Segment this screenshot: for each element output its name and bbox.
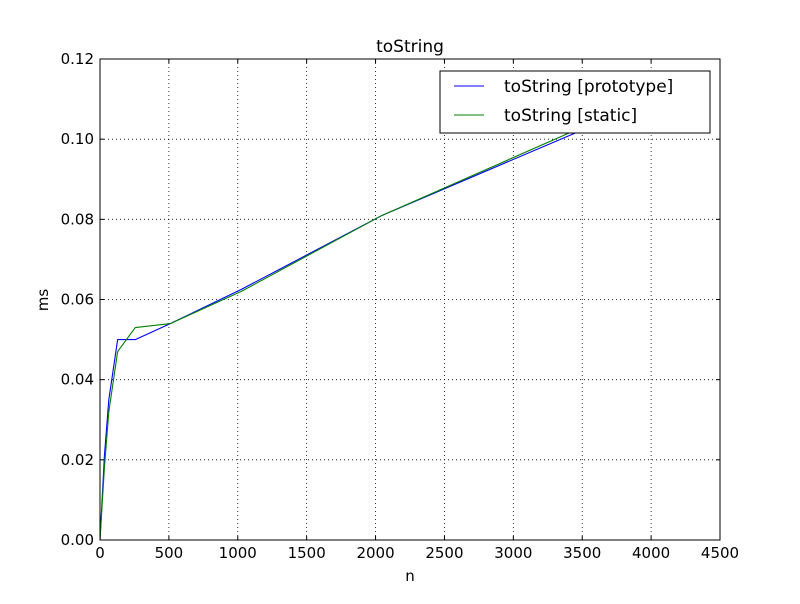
axis-ticks [99,58,721,541]
y-tick-label: 0.02 [61,451,94,469]
x-axis-label: n [405,567,415,585]
x-tick-label: 1500 [288,544,326,562]
y-axis-label: ms [34,289,52,312]
x-tick-label: 3500 [563,544,601,562]
legend-box [439,70,711,134]
y-tick-label: 0.00 [61,531,94,549]
x-tick-label: 2000 [356,544,394,562]
x-tick-label: 3000 [494,544,532,562]
tick-labels: 0 500 1000 1500 2000 2500 3000 3500 4000 4500 0.00… [61,50,740,562]
series-line-prototype [100,94,665,540]
x-tick-label: 2500 [425,544,463,562]
x-tick-label: 4500 [701,544,739,562]
x-tick-label: 1000 [219,544,257,562]
series-line-static [100,90,665,540]
chart-title: toString [376,37,444,57]
legend-label-prototype: toString [prototype] [504,77,673,97]
x-tick-label: 500 [155,544,184,562]
legend-label-static: toString [static] [504,106,637,126]
legend: toString [prototype] toString [static] [439,70,711,134]
y-tick-label: 0.06 [61,291,94,309]
y-tick-label: 0.12 [61,50,94,68]
series-lines [100,90,665,540]
x-tick-label: 4000 [632,544,670,562]
x-tick-label: 0 [95,544,105,562]
y-tick-label: 0.04 [61,371,94,389]
y-tick-label: 0.10 [61,130,94,148]
y-tick-label: 0.08 [61,210,94,228]
